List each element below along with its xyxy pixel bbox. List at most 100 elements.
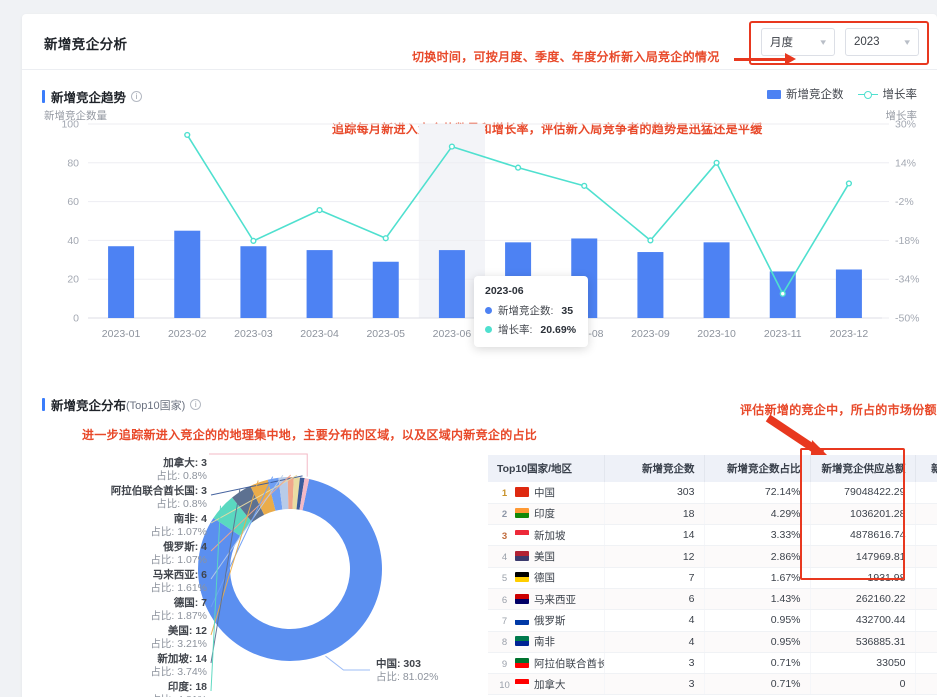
col-country[interactable]: Top10国家/地区: [488, 455, 605, 482]
cell-pct: 72.14%: [704, 482, 811, 504]
col-amount[interactable]: 新增竞企供应总额: [810, 455, 916, 482]
flag-icon-in: [515, 508, 529, 519]
svg-text:60: 60: [67, 196, 79, 208]
cell-count: 3: [604, 652, 705, 675]
col-count[interactable]: 新增竞企数: [604, 455, 705, 482]
donut-callout-label: 马来西亚: 6: [153, 568, 207, 581]
tooltip-label-rate: 增长率:: [498, 324, 533, 336]
info-icon[interactable]: i: [131, 91, 143, 102]
table-row[interactable]: 4 美国 12 2.86% 147969.81: [488, 545, 937, 568]
rank-badge: 10: [499, 679, 510, 691]
x-tick-2023-09: 2023-09: [631, 328, 670, 340]
svg-text:-50%: -50%: [895, 313, 920, 325]
bar-2023-06: [438, 250, 465, 318]
col-extra[interactable]: 新增竞1: [915, 455, 937, 482]
chevron-down-icon: ▾: [820, 36, 827, 47]
x-tick-2023-12: 2023-12: [830, 328, 869, 340]
country-name: 阿拉伯联合酋长: [534, 657, 604, 670]
donut-callout-pct: 占比: 0.8%: [156, 497, 207, 510]
table-row[interactable]: 10 加拿大 3 0.71% 0: [488, 673, 937, 696]
cell-amount: 0: [810, 673, 916, 696]
svg-text:14%: 14%: [895, 157, 916, 169]
cell-amount: 33050: [810, 652, 916, 675]
cell-pct: 2.86%: [704, 545, 811, 568]
donut-callout-label: 加拿大: 3: [162, 456, 207, 469]
svg-text:40: 40: [67, 235, 79, 247]
table-row[interactable]: 6 马来西亚 6 1.43% 262160.22: [488, 588, 937, 611]
cell-extra: [915, 652, 937, 675]
flag-icon-za: [515, 636, 529, 647]
cell-count: 14: [604, 524, 705, 547]
cell-country: 2 印度: [488, 503, 605, 526]
svg-text:30%: 30%: [895, 119, 916, 131]
cell-count: 303: [604, 482, 705, 504]
cell-amount: 4878616.74: [810, 524, 916, 547]
annotation-filters: 切换时间，可按月度、季度、年度分析新入局竞企的情况: [412, 50, 720, 64]
donut-slice-南非: [292, 477, 300, 510]
chevron-down-icon: ▾: [904, 36, 911, 47]
rank-badge: 2: [501, 509, 508, 521]
donut-slice-中国: [198, 479, 383, 661]
table-body: 1中国30372.14%79048422.29642印度184.29%10362…: [488, 482, 937, 696]
donut-callout-label: 阿拉伯联合酋长国: 3: [111, 484, 207, 497]
period-select[interactable]: 月度 ▾: [761, 28, 835, 56]
table-row[interactable]: 9 阿拉伯联合酋长 3 0.71% 33050: [488, 652, 937, 675]
annotation-market-share: 评估新增的竞企中，所占的市场份额: [740, 403, 937, 417]
cell-count: 4: [604, 631, 705, 653]
cell-extra: [915, 588, 937, 611]
y-axis-title: 新增竞企数量: [44, 110, 107, 122]
dist-section-subtitle: (Top10国家): [126, 399, 186, 412]
donut-callout-pct: 占比: 3.74%: [150, 665, 207, 678]
tooltip-title: 2023-06: [485, 285, 524, 297]
tooltip-label-count: 新增竞企数:: [498, 305, 554, 317]
country-name: 新加坡: [534, 529, 566, 542]
table-row[interactable]: 5 德国 7 1.67% 1931.98: [488, 567, 937, 589]
cell-count: 7: [604, 567, 705, 589]
donut-callout-label: 德国: 7: [173, 596, 207, 609]
cell-count: 12: [604, 545, 705, 568]
bar-2023-12: [835, 269, 862, 318]
cell-extra: [915, 545, 937, 568]
cell-country: 4 美国: [488, 545, 605, 568]
donut-callout-pct: 占比: 1.07%: [150, 525, 207, 538]
annotation-distribution: 进一步追踪新进入竞企的的地理集中地，主要分布的区域，以及区域内新竞企的占比: [82, 428, 538, 442]
rank-badge: 3: [501, 530, 508, 542]
trend-legend: 新增竞企数 增长率: [767, 86, 917, 102]
cell-count: 18: [604, 503, 705, 526]
table-row[interactable]: 2 印度 184.29%1036201.281: [488, 503, 937, 526]
donut-callout-pct: 占比: 0.8%: [156, 469, 207, 482]
donut-callout-pct: 占比: 1.61%: [150, 581, 207, 594]
country-table-wrapper[interactable]: Top10国家/地区 新增竞企数 新增竞企数占比 新增竞企供应总额 新增竞1 1…: [488, 455, 937, 697]
country-name: 加拿大: [534, 678, 566, 691]
cell-country: 8 南非: [488, 631, 605, 653]
country-name: 马来西亚: [534, 593, 576, 606]
cell-amount: 536885.31: [810, 631, 916, 653]
donut-slice-加拿大: [299, 478, 310, 511]
donut-callout-label: 南非: 4: [174, 512, 207, 525]
country-name: 美国: [534, 551, 555, 564]
section-accent-bar: [42, 398, 45, 411]
filter-controls: 月度 ▾ 2023 ▾: [761, 28, 919, 56]
country-table: Top10国家/地区 新增竞企数 新增竞企数占比 新增竞企供应总额 新增竞1 1…: [488, 455, 937, 696]
rank-badge: 8: [501, 637, 508, 649]
table-row[interactable]: 7 俄罗斯 4 0.95% 432700.44: [488, 609, 937, 632]
bar-2023-02: [174, 230, 201, 318]
page-title: 新增竞企分析: [44, 37, 128, 52]
legend-item-bar[interactable]: 新增竞企数: [767, 86, 844, 102]
donut-callout-pct: 占比: 3.21%: [150, 637, 207, 650]
cell-extra: [915, 673, 937, 696]
col-pct[interactable]: 新增竞企数占比: [704, 455, 811, 482]
distribution-donut-chart[interactable]: 加拿大: 3 占比: 0.8% 阿拉伯联合酋长国: 3 占比: 0.8% 南非: 4 占比…: [32, 444, 487, 697]
flag-icon-sg: [515, 529, 529, 540]
legend-item-line[interactable]: 增长率: [857, 86, 917, 102]
rank-badge: 9: [501, 658, 508, 670]
cell-pct: 4.29%: [704, 503, 811, 526]
year-select[interactable]: 2023 ▾: [845, 28, 919, 56]
info-icon[interactable]: i: [190, 399, 202, 410]
table-row[interactable]: 8 南非 4 0.95% 536885.31: [488, 631, 937, 653]
table-row[interactable]: 3 新加坡 14 3.33% 4878616.74: [488, 524, 937, 547]
donut-slice-印度: [213, 497, 253, 536]
legend-bar-swatch-icon: [767, 89, 781, 99]
cell-count: 6: [604, 588, 705, 611]
